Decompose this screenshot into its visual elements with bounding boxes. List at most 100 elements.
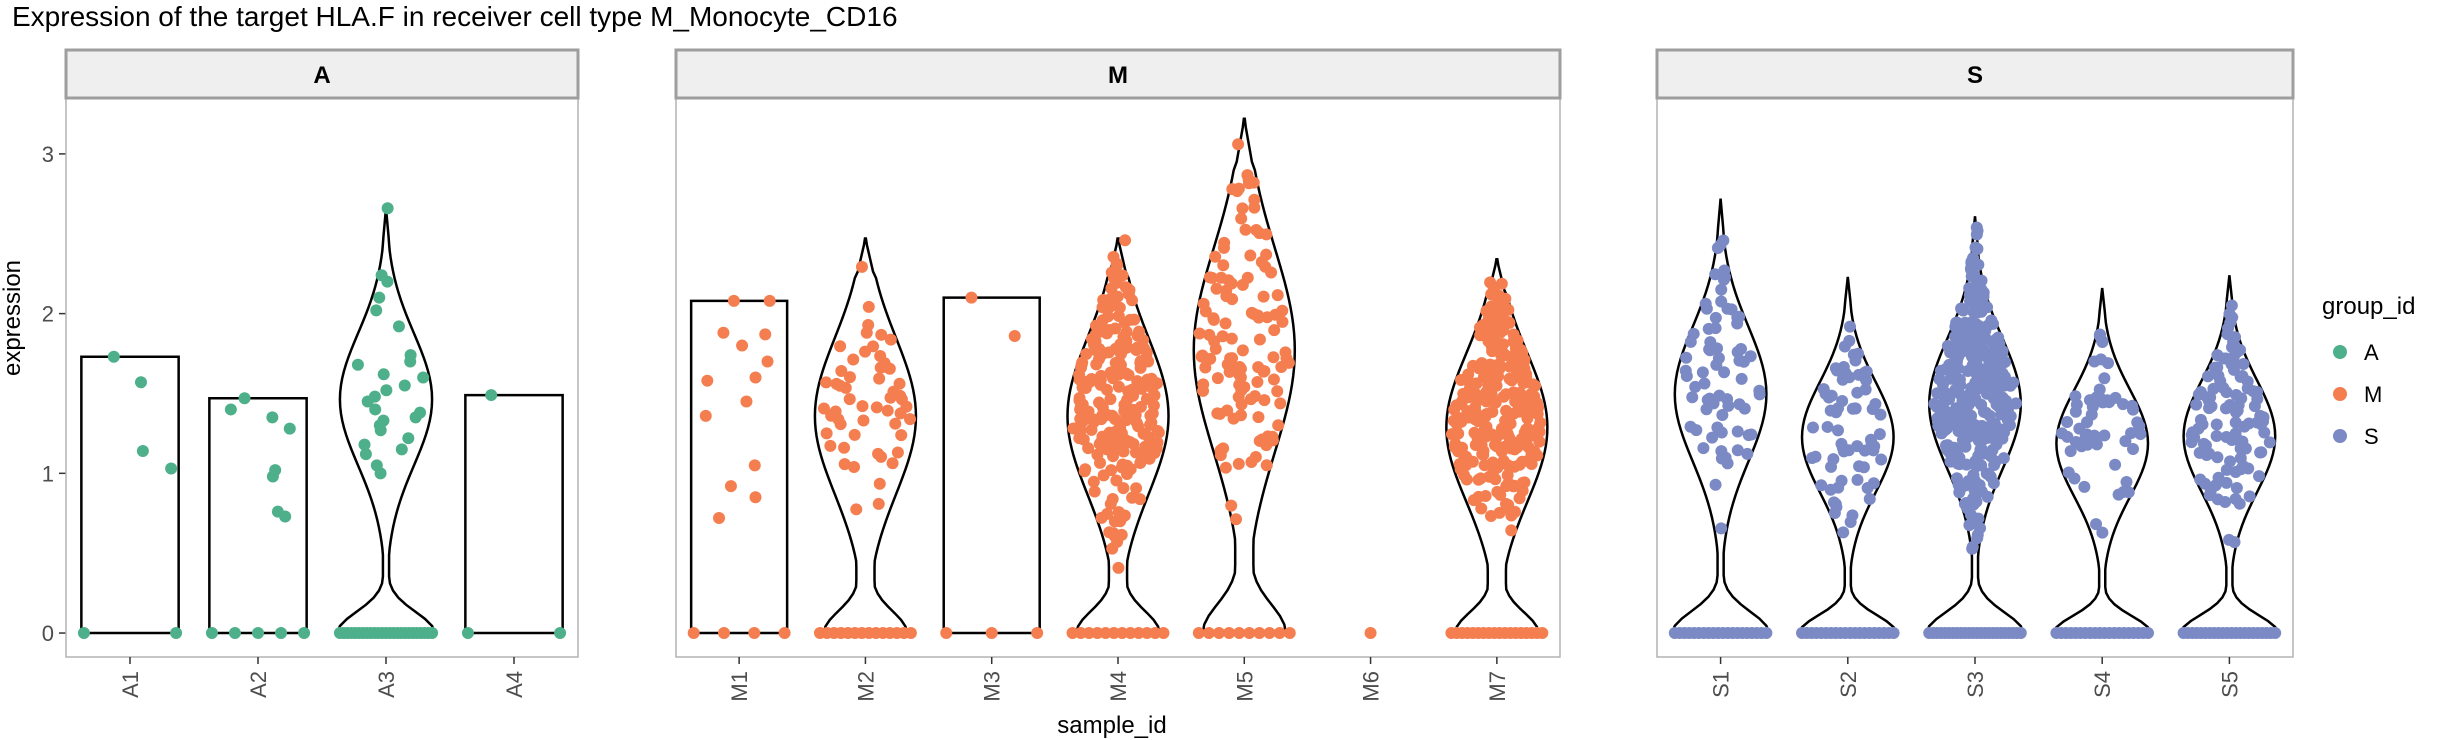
data-point <box>1459 459 1472 472</box>
data-point <box>1981 301 1994 314</box>
violin-S1: S1 <box>1668 198 1773 698</box>
data-point <box>381 202 394 215</box>
data-point <box>1975 398 1988 411</box>
data-point <box>887 385 900 398</box>
data-point-zero <box>904 627 917 640</box>
data-point <box>369 403 382 416</box>
data-point <box>1949 340 1962 353</box>
data-point <box>895 393 908 406</box>
data-point <box>1080 347 1093 360</box>
violin-outline <box>689 299 789 635</box>
data-point <box>1867 444 1880 457</box>
data-point <box>1829 498 1842 511</box>
data-point-zero <box>748 627 761 640</box>
data-point <box>2223 533 2236 546</box>
x-tick-label: M7 <box>1485 671 1510 702</box>
data-point <box>2255 446 2268 459</box>
y-tick-label: 0 <box>42 621 54 646</box>
data-point <box>2217 381 2230 394</box>
violin-A3: A3 <box>333 202 439 698</box>
data-point <box>1494 488 1507 501</box>
violin-M3: M3 <box>940 291 1044 702</box>
data-point <box>1217 259 1230 272</box>
data-point <box>1236 202 1249 215</box>
data-point <box>1959 316 1972 329</box>
data-point <box>1709 478 1722 491</box>
legend-label: S <box>2364 424 2379 449</box>
data-point <box>1701 393 1714 406</box>
data-point <box>884 333 897 346</box>
data-point <box>1857 461 1870 474</box>
data-point <box>1955 302 1968 315</box>
data-point <box>1731 346 1744 359</box>
data-point <box>1460 473 1473 486</box>
data-point <box>1527 378 1540 391</box>
data-point <box>1997 399 2010 412</box>
data-point <box>1501 459 1514 472</box>
data-point <box>2127 443 2140 456</box>
data-point <box>1112 380 1125 393</box>
data-point <box>2211 493 2224 506</box>
data-point <box>1238 381 1251 394</box>
data-point <box>1715 522 1728 535</box>
data-point <box>895 429 908 442</box>
data-point <box>1280 352 1293 365</box>
data-point-zero <box>461 627 474 640</box>
data-point <box>1119 234 1132 247</box>
violin-outline <box>208 397 308 635</box>
data-point <box>699 409 712 422</box>
data-point <box>1222 274 1235 287</box>
data-point <box>834 340 847 353</box>
data-point <box>1531 408 1544 421</box>
data-point <box>1113 301 1126 314</box>
chart-title: Expression of the target HLA.F in receiv… <box>12 1 898 32</box>
data-point <box>2204 484 2217 497</box>
x-tick-label: M5 <box>1232 671 1257 702</box>
x-tick-label: M1 <box>727 671 752 702</box>
violin-outline <box>2051 287 2153 635</box>
data-point <box>1959 418 1972 431</box>
violin-outline <box>464 393 564 635</box>
data-point <box>1512 387 1525 400</box>
data-point <box>1939 363 1952 376</box>
data-point <box>1986 348 1999 361</box>
data-point <box>1126 294 1139 307</box>
data-point <box>2234 452 2247 465</box>
data-point <box>736 339 749 352</box>
data-point <box>1969 419 1982 432</box>
data-point <box>1825 389 1838 402</box>
data-point <box>1849 402 1862 415</box>
data-point <box>1140 352 1153 365</box>
data-point <box>1193 327 1206 340</box>
data-point <box>1875 453 1888 466</box>
data-point <box>409 411 422 424</box>
data-point <box>1148 389 1161 402</box>
data-point-zero <box>1149 627 1162 640</box>
data-point <box>2204 391 2217 404</box>
data-point <box>1941 439 1954 452</box>
data-point-zero <box>2141 627 2154 640</box>
data-point-zero <box>2014 627 2027 640</box>
data-point-zero <box>1083 627 1096 640</box>
data-point <box>891 446 904 459</box>
data-point <box>1821 420 1834 433</box>
data-point <box>749 491 762 504</box>
data-point <box>1268 324 1281 337</box>
panel-frame <box>65 97 579 658</box>
data-point <box>1230 513 1243 526</box>
data-point <box>1709 311 1722 324</box>
data-point-zero <box>1887 627 1900 640</box>
data-point-zero <box>1243 627 1256 640</box>
data-point <box>1481 331 1494 344</box>
data-point <box>2094 392 2107 405</box>
data-point-zero <box>1213 627 1226 640</box>
data-point <box>2098 429 2111 442</box>
data-point <box>2237 357 2250 370</box>
data-point <box>1735 372 1748 385</box>
data-point <box>834 418 847 431</box>
data-point <box>855 260 868 273</box>
data-point <box>1275 360 1288 373</box>
data-point <box>1717 234 1730 247</box>
data-point <box>1151 377 1164 390</box>
data-point <box>848 428 861 441</box>
